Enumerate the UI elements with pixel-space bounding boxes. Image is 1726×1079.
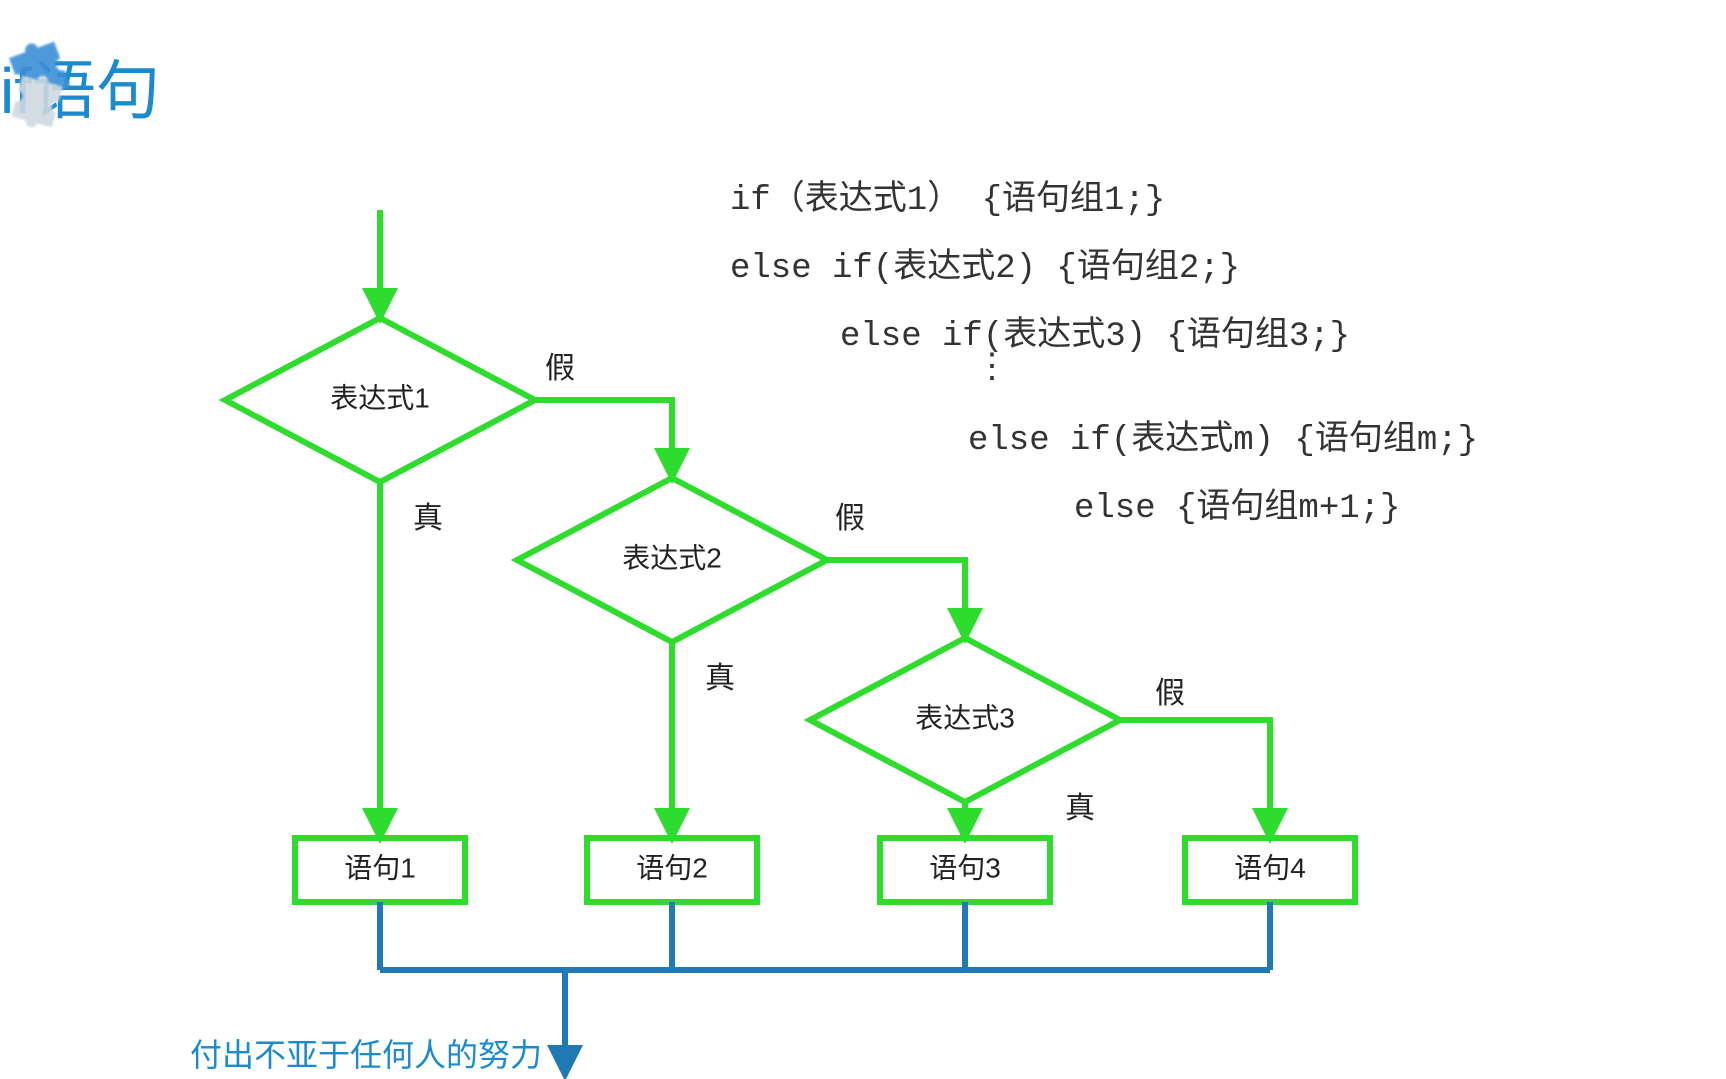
- svg-text:语句1: 语句1: [344, 852, 416, 883]
- svg-text:语句2: 语句2: [636, 852, 708, 883]
- svg-text:真: 真: [413, 502, 443, 535]
- svg-text:表达式1: 表达式1: [330, 382, 430, 413]
- flowchart: 表达式1表达式2表达式3语句1语句2语句3语句4假真假真假真: [0, 0, 1726, 1079]
- puzzle-decoration: [5, 0, 105, 140]
- svg-text:表达式2: 表达式2: [622, 542, 722, 573]
- svg-text:语句3: 语句3: [929, 852, 1001, 883]
- svg-text:语句4: 语句4: [1234, 852, 1306, 883]
- svg-text:表达式3: 表达式3: [915, 702, 1015, 733]
- svg-text:假: 假: [1155, 677, 1185, 710]
- svg-text:假: 假: [835, 502, 865, 535]
- svg-text:真: 真: [705, 662, 735, 695]
- svg-text:假: 假: [545, 352, 575, 385]
- svg-text:真: 真: [1065, 792, 1095, 825]
